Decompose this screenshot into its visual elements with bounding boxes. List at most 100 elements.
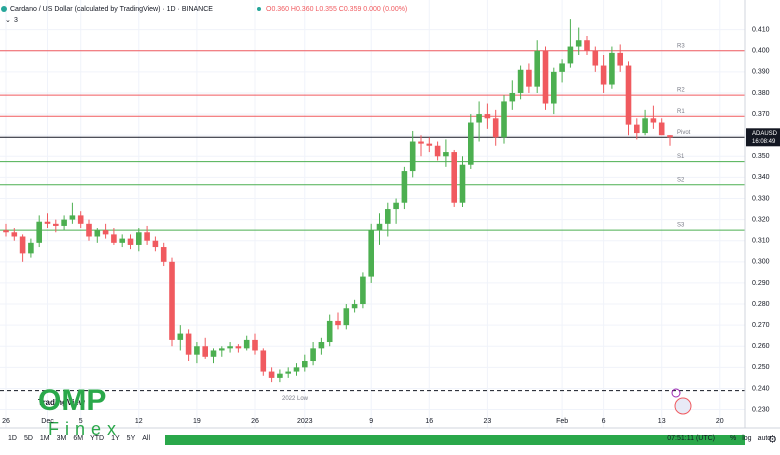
ohlc-values: O0.360 H0.360 L0.355 C0.359 0.000 (0.00%… — [266, 6, 407, 13]
candle-body — [160, 247, 167, 262]
range-button[interactable]: 1M — [40, 435, 50, 442]
status-dot — [257, 7, 261, 11]
low-label: 2022 Low — [282, 396, 309, 402]
y-tick-label: 0.330 — [752, 195, 770, 202]
range-button[interactable]: All — [142, 435, 150, 442]
x-tick-label: 16 — [425, 418, 433, 425]
candle-body — [351, 304, 358, 309]
candle-body — [86, 223, 92, 237]
settings-icon[interactable]: ⚙ — [768, 435, 777, 446]
omp-logo: OMP — [38, 384, 106, 417]
y-tick-label: 0.290 — [752, 280, 770, 287]
y-tick-label: 0.370 — [752, 111, 770, 118]
range-button[interactable]: 1D — [8, 435, 17, 442]
candle-body — [642, 118, 648, 134]
candle-body — [443, 152, 449, 157]
candle-body — [260, 350, 267, 372]
pivot-label: R1 — [677, 109, 685, 115]
pivot-label: S2 — [677, 177, 685, 183]
candle-body — [559, 63, 565, 72]
pivot-label: S3 — [677, 223, 685, 229]
y-tick-label: 0.400 — [752, 48, 770, 55]
candle-body — [152, 240, 159, 248]
price-tag-symbol: ADAUSD — [752, 131, 778, 137]
candle-body — [69, 215, 76, 220]
y-tick-label: 0.230 — [752, 406, 770, 413]
event-icon[interactable] — [671, 388, 681, 398]
tv-logo: TradingView — [38, 398, 86, 407]
indicator-toggle[interactable]: ⌄ — [5, 17, 11, 24]
candle-body — [468, 122, 474, 165]
y-tick-label: 0.240 — [752, 385, 770, 392]
candle-body — [326, 320, 333, 343]
candle-body — [136, 232, 142, 245]
candle-body — [252, 339, 258, 351]
candle-body — [426, 143, 433, 146]
range-button[interactable]: 6M — [73, 435, 83, 442]
flag-icon[interactable] — [674, 397, 692, 415]
candle-body — [28, 242, 34, 254]
candle-body — [44, 221, 51, 224]
candle-body — [144, 232, 150, 241]
candle-body — [418, 141, 424, 144]
x-tick-label: 6 — [602, 418, 606, 425]
candle-body — [335, 320, 341, 326]
x-tick-label: 13 — [658, 418, 666, 425]
y-tick-label: 0.250 — [752, 364, 770, 371]
candle-body — [243, 339, 250, 349]
candle-body — [459, 164, 466, 203]
x-tick-label: 5 — [79, 418, 83, 425]
watermark-bar — [165, 435, 745, 445]
candle-body — [534, 50, 540, 87]
x-tick-label: 26 — [2, 418, 10, 425]
candle-body — [551, 71, 557, 104]
omp-sub: Finex — [48, 419, 122, 439]
y-tick-label: 0.310 — [752, 238, 770, 245]
indicator-count[interactable]: 3 — [14, 17, 18, 24]
candle-body — [36, 221, 42, 243]
candle-body — [19, 236, 26, 254]
candle-body — [77, 215, 84, 224]
candle-body — [517, 69, 524, 93]
candle-body — [476, 114, 482, 123]
range-button[interactable]: 5Y — [127, 435, 136, 442]
candle-body — [617, 52, 623, 66]
range-button[interactable]: 5D — [24, 435, 33, 442]
y-tick-label: 0.300 — [752, 259, 770, 266]
candle-body — [61, 219, 67, 226]
candle-body — [53, 223, 59, 226]
candle-body — [658, 122, 665, 136]
scale-option[interactable]: % — [730, 435, 736, 442]
candle-body — [277, 373, 283, 378]
candle-body — [401, 171, 408, 203]
candle-body — [177, 333, 184, 340]
range-button[interactable]: 3M — [57, 435, 67, 442]
candle-body — [194, 346, 200, 355]
candle-body — [484, 114, 491, 119]
x-tick-label: 9 — [369, 418, 373, 425]
price-tag-countdown: 16:08:49 — [752, 139, 776, 145]
candle-body — [625, 65, 632, 125]
candle-body — [119, 238, 125, 243]
candle-body — [567, 46, 574, 64]
candle-body — [634, 124, 640, 134]
scale-option[interactable]: log — [742, 435, 751, 442]
candle-body — [302, 361, 308, 368]
candle-body — [285, 371, 291, 374]
pivot-label: S1 — [677, 154, 685, 160]
pivot-label: R2 — [677, 88, 685, 94]
y-tick-label: 0.270 — [752, 322, 770, 329]
candle-body — [268, 371, 275, 378]
range-button[interactable]: 1Y — [111, 435, 120, 442]
candle-body — [385, 209, 391, 224]
x-tick-label: Feb — [556, 418, 568, 425]
y-tick-label: 0.350 — [752, 153, 770, 160]
candle-body — [451, 152, 457, 203]
range-button[interactable]: YTD — [90, 435, 104, 442]
candle-body — [310, 348, 316, 362]
scale-option[interactable]: auto — [758, 435, 772, 442]
candle-body — [360, 276, 366, 305]
chart-title: Cardano / US Dollar (calculated by Tradi… — [10, 6, 213, 13]
